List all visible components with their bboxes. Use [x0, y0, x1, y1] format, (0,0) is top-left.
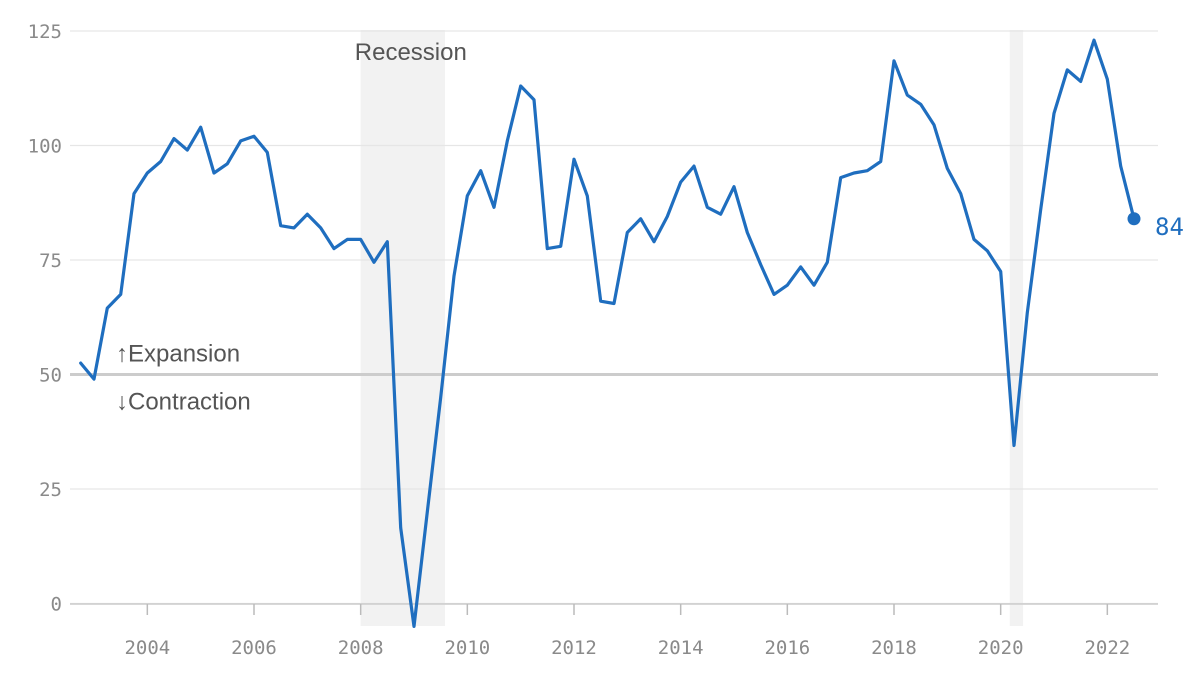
x-tick-label-2008: 2008 [338, 637, 384, 659]
x-tick-labels: 2004 2006 2008 2010 2012 2014 2016 2018 2020 2022 [124, 637, 1130, 659]
expansion-label: ↑Expansion [116, 341, 240, 368]
x-tick-label-2012: 2012 [551, 637, 597, 659]
x-tick-label-2010: 2010 [444, 637, 490, 659]
x-tick-label-2004: 2004 [124, 637, 170, 659]
y-tick-label-125: 125 [28, 21, 62, 43]
recession-band-1 [360, 30, 445, 626]
recession-band-2 [1009, 30, 1024, 626]
x-tick-label-2018: 2018 [871, 637, 917, 659]
y-tick-label-50: 50 [39, 365, 62, 387]
y-tick-label-100: 100 [28, 136, 62, 158]
x-tick-label-2022: 2022 [1084, 637, 1130, 659]
endpoint-dot [1127, 212, 1141, 226]
recession-label: Recession [355, 39, 467, 66]
x-axis [70, 603, 1158, 615]
series-lines [79, 38, 1136, 629]
series-line [79, 38, 1136, 629]
x-tick-label-2020: 2020 [978, 637, 1024, 659]
y-tick-label-25: 25 [39, 479, 62, 501]
recession-bands: Recession [355, 30, 1024, 626]
x-tick-label-2014: 2014 [658, 637, 704, 659]
y-tick-labels: 0 25 50 75 100 125 [28, 21, 62, 616]
x-tick-label-2016: 2016 [764, 637, 810, 659]
annotations: ↑Expansion ↓Contraction [116, 341, 251, 416]
endpoint: 84 [1127, 212, 1184, 241]
contraction-label: ↓Contraction [116, 389, 251, 416]
y-tick-label-75: 75 [39, 250, 62, 272]
x-tick-label-2006: 2006 [231, 637, 277, 659]
y-gridlines [70, 30, 1158, 605]
endpoint-value-label: 84 [1155, 213, 1184, 241]
y-tick-label-0: 0 [51, 594, 62, 616]
